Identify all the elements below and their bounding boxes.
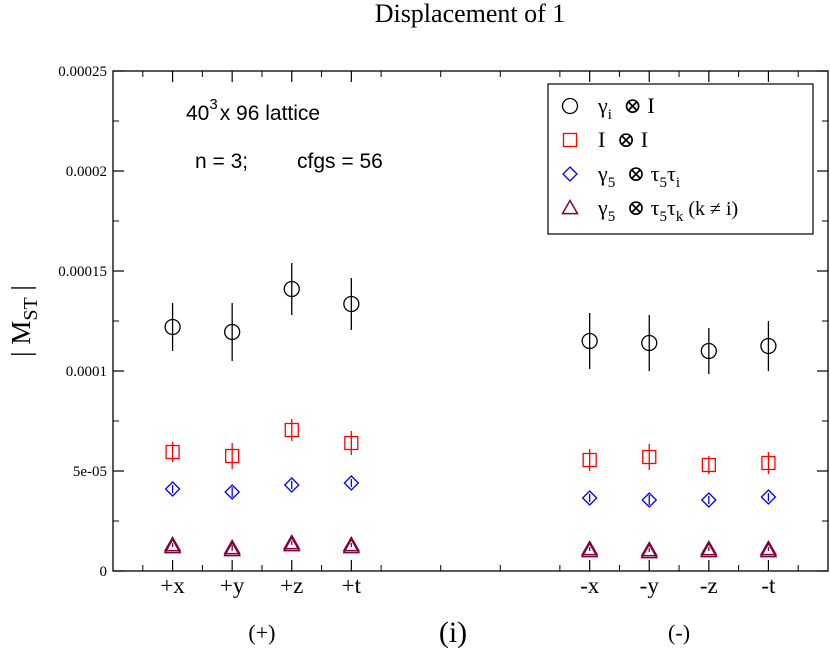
data-point [163,535,182,552]
data-point-overlay [759,541,778,558]
legend-label: γi ⊗ I [597,93,655,123]
data-point [580,539,599,556]
data-point-overlay [342,537,361,554]
data-point [581,332,598,350]
data-point [642,449,657,465]
x-tick-label: -t [761,573,776,598]
data-point [760,337,777,355]
data-point [224,484,241,500]
y-tick-label: 0.0002 [66,164,107,180]
y-axis-label: | MST | [6,285,42,357]
group-label-minus: (-) [668,620,690,645]
y-tick-label: 0 [100,564,108,580]
data-point [343,295,360,313]
data-point-overlay [163,537,182,554]
data-point [640,540,659,557]
data-point-overlay [700,541,718,558]
data-point [581,490,598,506]
x-tick-label: +z [280,573,303,598]
data-point [759,539,778,556]
y-ticks: 0 5e-05 0.0001 0.00015 0.0002 0.00025 [58,64,828,580]
legend-box [547,83,814,235]
x-tick-label: +x [160,573,185,598]
data-point [284,422,299,438]
cfgs-annotation: cfgs = 56 [297,150,383,173]
y-tick-label: 0.0001 [66,364,107,380]
x-tick-label: -z [700,573,718,598]
x-ticks: +x +y +z +t -x -y -z -t [142,71,799,598]
data-point-overlay [223,540,241,557]
data-point [700,492,717,508]
x-tick-label: -y [640,573,660,598]
data-point [282,533,301,550]
group-label-plus: (+) [248,620,275,645]
x-tick-label: -x [580,573,600,598]
data-point [342,535,361,552]
data-point [165,444,180,460]
legend-marker [562,132,578,148]
data-point [700,342,717,360]
data-point [761,455,776,471]
data-point [164,318,181,336]
data-points [163,263,778,559]
legend: γi ⊗ I I ⊗ I γ5 ⊗ τ5τi γ5 ⊗ τ5τk (k ≠ i) [547,83,814,235]
legend-label: I ⊗ I [598,127,648,152]
data-point-overlay [282,535,301,552]
data-point [582,452,597,468]
y-tick-label: 0.00025 [58,64,107,80]
legend-marker [561,97,579,115]
y-tick-label: 0.00015 [58,264,107,280]
data-point [283,477,300,493]
legend-label: γ5 ⊗ τ5τi [597,161,680,191]
legend-marker [562,166,578,182]
x-tick-label: +t [342,573,362,598]
lattice-annotation: 403x 96 lattice [186,96,320,125]
data-point [225,448,240,464]
data-point [344,435,359,451]
y-tick-label: 5e-05 [73,464,107,480]
data-point [641,492,658,508]
data-point-overlay [640,542,659,559]
x-tick-label: +y [220,573,245,598]
data-point-overlay [580,541,599,558]
data-point [760,489,777,505]
legend-label: γ5 ⊗ τ5τk (k ≠ i) [597,195,738,225]
data-point [701,457,716,473]
chart-title: Displacement of 1 [375,0,566,28]
n-annotation: n = 3; [195,150,248,173]
data-point [224,323,241,341]
data-point [223,538,241,555]
data-point [641,334,658,352]
data-point [283,280,300,298]
panel-label: (i) [439,616,467,648]
data-point [700,539,718,556]
legend-marker [561,198,579,215]
data-point [164,481,181,497]
data-point [343,475,360,491]
